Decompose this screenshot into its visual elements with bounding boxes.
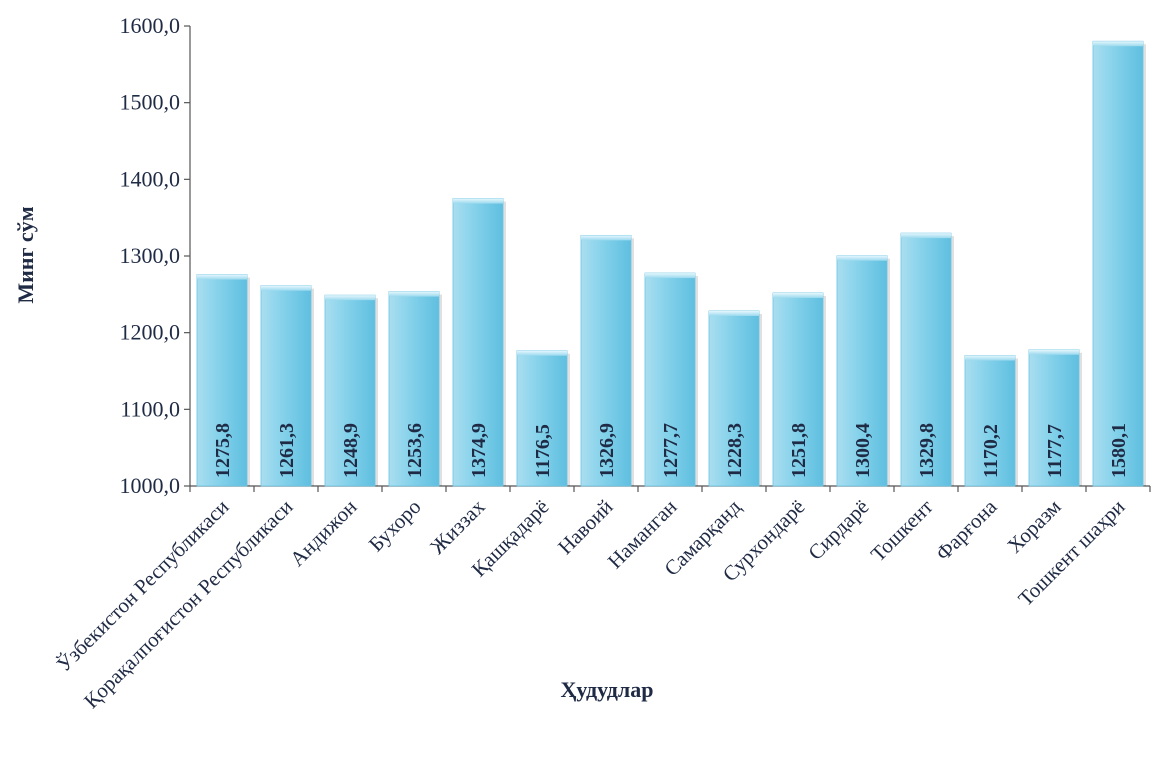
category-label: Тошкент [866, 495, 938, 567]
bar [836, 255, 888, 487]
bar-value-label: 1261,3 [276, 423, 298, 478]
bar-value-label: 1277,7 [660, 423, 682, 478]
bar-cap [453, 198, 503, 204]
bars [196, 40, 1146, 487]
x-axis-title: Ҳудудлар [561, 677, 654, 702]
bar-group [260, 285, 314, 487]
bar [388, 291, 440, 487]
bar [1028, 349, 1080, 487]
y-tick-label: 1100,0 [120, 396, 180, 421]
bar-cap [261, 285, 311, 291]
bar-cap [965, 355, 1015, 361]
y-axis-title: Минг сўм [13, 206, 38, 303]
bar-value-label: 1326,9 [596, 423, 618, 478]
y-tick-label: 1400,0 [120, 166, 181, 191]
bar [260, 285, 312, 487]
bar-cap [389, 291, 439, 297]
bar-cap [837, 255, 887, 261]
bar-group [388, 291, 442, 487]
bar [964, 355, 1016, 487]
bar-cap [197, 274, 247, 280]
bar-value-label: 1275,8 [212, 423, 234, 478]
bar-value-label: 1248,9 [340, 423, 362, 478]
bar [900, 232, 952, 487]
bar-group [580, 234, 634, 487]
bar-value-label: 1251,8 [788, 423, 810, 478]
bar [708, 310, 760, 487]
bar [196, 274, 248, 487]
bar-value-label: 1329,8 [916, 423, 938, 478]
bar-cap [1029, 349, 1079, 355]
bar [644, 272, 696, 487]
bar-group [708, 310, 762, 487]
bar [1092, 40, 1144, 487]
bar-group [196, 274, 250, 487]
bar-value-label: 1253,6 [404, 423, 426, 478]
bar-value-label: 1300,4 [852, 423, 874, 478]
bar-value-label: 1176,5 [532, 424, 554, 478]
bar-value-label: 1177,7 [1044, 424, 1066, 478]
bar-cap [1093, 41, 1143, 47]
bar [580, 234, 632, 487]
bar-value-label: 1228,3 [724, 423, 746, 478]
bar-cap [517, 350, 567, 356]
bar [772, 292, 824, 487]
bar-cap [773, 292, 823, 298]
bar-group [644, 272, 698, 487]
bar-group [900, 232, 954, 487]
bar-group [772, 292, 826, 487]
bar-group [324, 294, 378, 487]
bar-group [1028, 349, 1082, 487]
category-label: Андижон [285, 495, 361, 571]
y-tick-label: 1300,0 [120, 243, 181, 268]
bar-cap [581, 235, 631, 241]
bar-cap [325, 295, 375, 301]
category-label: Хоразм [1002, 495, 1065, 558]
bar-cap [645, 273, 695, 279]
bar-cap [901, 233, 951, 239]
bar-value-label: 1170,2 [980, 424, 1002, 478]
y-tick-label: 1200,0 [120, 320, 181, 345]
bar-cap [709, 310, 759, 316]
bar-group [1092, 40, 1146, 487]
category-label: Жиззах [425, 494, 490, 559]
axes: 1000,0 1100,0 1200,0 1300,0 1400,0 1500,0 1600… [120, 13, 1151, 498]
bar-group [964, 355, 1018, 487]
category-label: Бухоро [364, 495, 426, 557]
y-tick-label: 1600,0 [120, 13, 181, 38]
category-label: Фарғона [931, 494, 1002, 565]
bar [516, 350, 568, 487]
category-label: Сирдарё [803, 495, 873, 565]
bar-value-label: 1580,1 [1108, 423, 1130, 478]
bar-group [516, 350, 570, 487]
bar-value-label: 1374,9 [468, 423, 490, 478]
y-tick-label: 1000,0 [120, 473, 181, 498]
y-tick-label: 1500,0 [120, 90, 181, 115]
bar-group [452, 198, 506, 487]
category-label: Навоий [553, 495, 618, 560]
bar-group [836, 255, 890, 487]
